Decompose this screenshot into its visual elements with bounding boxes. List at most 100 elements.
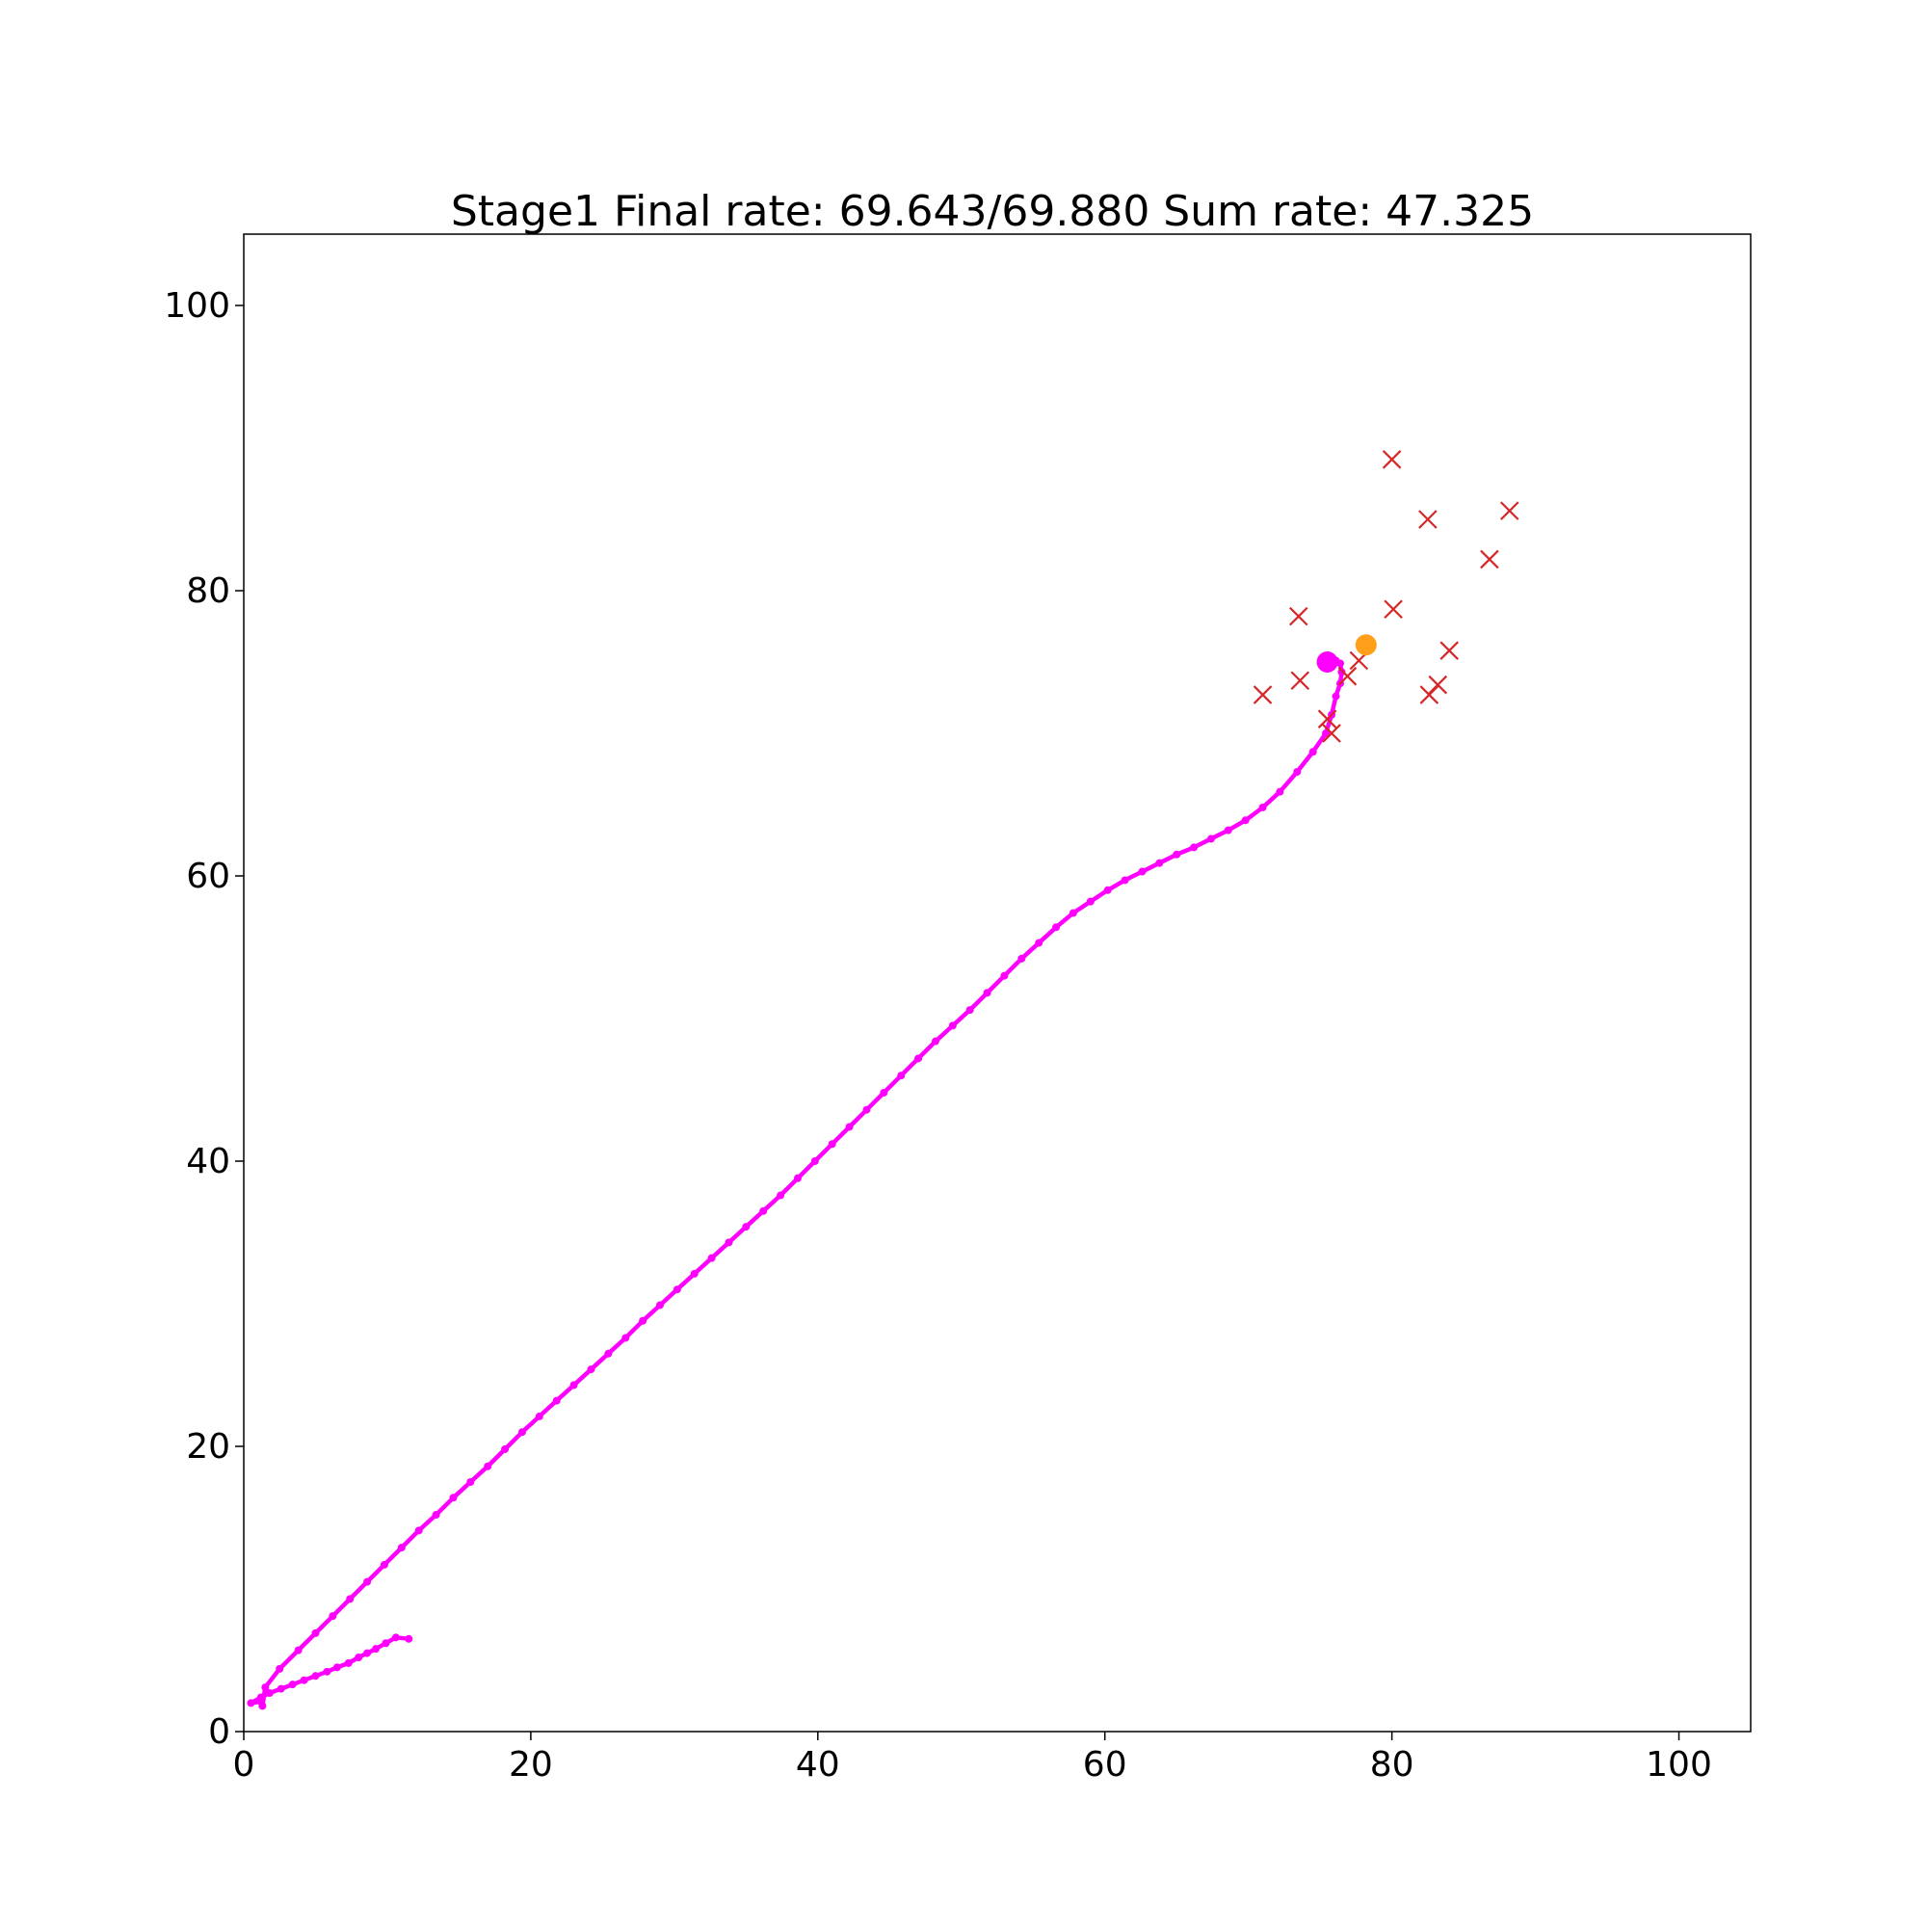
- trajectory-point: [707, 1254, 716, 1262]
- trajectory-point: [1224, 826, 1232, 834]
- trajectory-point: [862, 1105, 871, 1114]
- trajectory-point: [1332, 692, 1340, 701]
- trajectory-point: [247, 1699, 255, 1707]
- trajectory-point: [363, 1649, 372, 1657]
- trajectory-point: [355, 1654, 363, 1662]
- trajectory-point: [449, 1494, 458, 1502]
- trajectory-point: [725, 1238, 733, 1247]
- trajectory-point: [258, 1702, 267, 1710]
- trajectory-point: [484, 1462, 492, 1470]
- trajectory-point: [294, 1646, 303, 1654]
- trajectory-point: [1293, 767, 1302, 776]
- user-marker-stroke: [1253, 685, 1273, 704]
- trajectory-point: [845, 1123, 854, 1131]
- trajectory-point: [276, 1664, 284, 1673]
- y-tick-label: 20: [186, 1427, 230, 1467]
- trajectory-point: [948, 1021, 957, 1030]
- trajectory-point: [1121, 876, 1129, 885]
- trajectory-point: [655, 1301, 664, 1310]
- trajectory-point: [621, 1334, 630, 1342]
- trajectory-point: [1322, 729, 1331, 737]
- trajectory-point: [397, 1544, 406, 1552]
- trajectory-point: [552, 1396, 561, 1405]
- target-point: [1355, 634, 1377, 656]
- trajectory-point: [1206, 834, 1215, 843]
- trajectory-point: [1086, 897, 1095, 906]
- trajectory-point: [1138, 867, 1147, 876]
- trajectory-point: [777, 1191, 785, 1200]
- trajectory-point: [1190, 843, 1199, 852]
- trajectory-point: [391, 1633, 400, 1642]
- chart-title: Stage1 Final rate: 69.643/69.880 Sum rat…: [451, 187, 1534, 236]
- trajectory-point: [380, 1560, 388, 1569]
- trajectory-point: [414, 1526, 423, 1535]
- trajectory-point: [604, 1349, 613, 1358]
- trajectory-point: [965, 1006, 974, 1015]
- plot-area: [247, 450, 1519, 1710]
- trajectory-point: [277, 1684, 285, 1693]
- trajectory-point: [742, 1223, 751, 1231]
- trajectory-point: [914, 1054, 923, 1063]
- trajectory-point: [501, 1444, 510, 1453]
- x-tick-label: 60: [1083, 1745, 1127, 1785]
- user-marker-stroke: [1317, 709, 1337, 728]
- trajectory-point: [517, 1428, 526, 1437]
- user-marker: [1384, 599, 1403, 620]
- x-tick-label: 40: [796, 1745, 840, 1785]
- trajectory-point: [1103, 886, 1112, 894]
- user-marker: [1289, 606, 1308, 626]
- user-marker: [1418, 510, 1438, 529]
- x-tick-label: 100: [1646, 1745, 1712, 1785]
- trajectory-point: [466, 1478, 475, 1486]
- trajectory-point: [363, 1577, 372, 1586]
- user-marker-stroke: [1439, 641, 1459, 660]
- user-marker: [1480, 549, 1499, 569]
- trajectory-point: [690, 1269, 699, 1278]
- user-marker-stroke: [1480, 549, 1499, 569]
- trajectory-point: [587, 1365, 595, 1374]
- y-tick-label: 0: [208, 1712, 230, 1752]
- trajectory-point: [1017, 954, 1026, 963]
- y-tick-label: 80: [186, 571, 230, 611]
- user-marker: [1290, 671, 1310, 691]
- user-marker: [1322, 724, 1341, 743]
- y-tick-label: 60: [186, 857, 230, 896]
- trajectory-point: [1258, 803, 1267, 811]
- user-marker-stroke: [1337, 667, 1358, 686]
- user-marker-stroke: [1419, 685, 1439, 704]
- trajectory-point: [983, 989, 991, 997]
- user-marker: [1253, 685, 1273, 704]
- x-tick-label: 0: [233, 1745, 255, 1785]
- trajectory-point: [1173, 850, 1181, 859]
- trajectory-point: [311, 1628, 320, 1637]
- trajectory-point: [332, 1663, 341, 1672]
- trajectory-point: [793, 1174, 802, 1182]
- axis-ticks: 0 20 40 60 80 100 0 20 40 60 80 100: [164, 286, 1712, 1785]
- trajectory-point: [405, 1634, 413, 1643]
- user-marker-stroke: [1384, 599, 1403, 620]
- trajectory-point: [323, 1667, 331, 1676]
- trajectory-point: [372, 1645, 381, 1654]
- trajectory-point: [1069, 909, 1077, 917]
- user-marker: [1382, 450, 1402, 469]
- trajectory-point: [1000, 971, 1009, 980]
- trajectory-end-point: [1316, 651, 1338, 673]
- trajectory-point: [931, 1037, 939, 1045]
- user-marker: [1317, 709, 1337, 728]
- trajectory-point: [1241, 816, 1250, 825]
- x-tick-label: 20: [509, 1745, 553, 1785]
- plot-frame: [243, 233, 1752, 1733]
- y-tick-label: 40: [186, 1142, 230, 1181]
- trajectory-point: [261, 1683, 270, 1692]
- trajectory-point: [897, 1072, 906, 1080]
- trajectory-point: [1052, 923, 1061, 932]
- trajectory-point: [288, 1681, 297, 1689]
- trajectory-point: [569, 1381, 578, 1389]
- trajectory-point: [346, 1595, 355, 1603]
- y-tick-label: 100: [164, 286, 230, 326]
- trajectory-point: [311, 1672, 320, 1681]
- x-tick-label: 80: [1370, 1745, 1414, 1785]
- user-marker: [1419, 685, 1439, 704]
